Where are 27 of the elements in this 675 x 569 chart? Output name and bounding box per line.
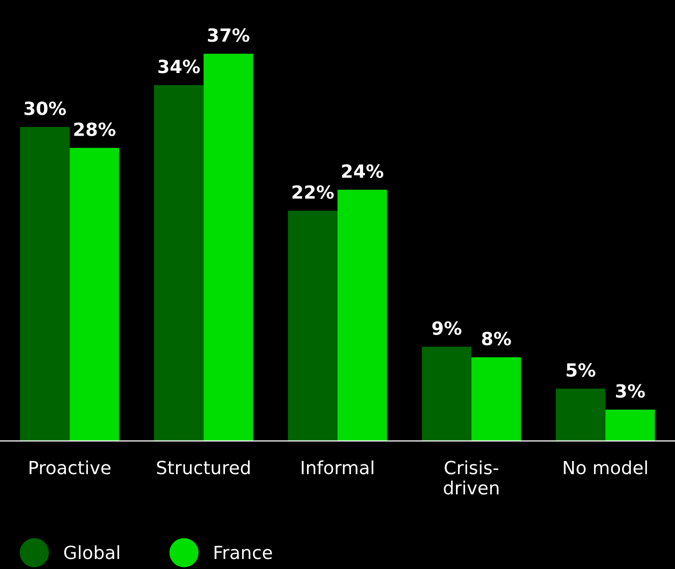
bar	[204, 54, 254, 441]
data-label: 5%	[566, 363, 596, 377]
x-tick-label: Crisis- driven	[444, 460, 498, 495]
x-tick-label: Informal	[302, 460, 374, 474]
data-label: 22%	[292, 185, 334, 199]
data-label: 8%	[482, 332, 511, 346]
bar	[422, 346, 472, 441]
bar	[605, 410, 655, 441]
x-tick-label: Structured	[157, 460, 250, 474]
data-label: 3%	[616, 384, 645, 398]
data-label: 28%	[74, 122, 116, 136]
legend-label: Global	[64, 545, 120, 560]
data-label: 30%	[24, 102, 66, 116]
data-label: 37%	[208, 28, 250, 42]
bar	[471, 357, 521, 441]
bar	[338, 190, 388, 441]
bar	[154, 85, 204, 441]
bar	[70, 148, 120, 441]
bar	[20, 127, 70, 441]
bar	[288, 210, 338, 441]
bar	[556, 388, 606, 441]
x-tick-label: Proactive	[30, 460, 110, 474]
data-label: 34%	[158, 60, 200, 74]
data-label: 9%	[432, 321, 462, 335]
legend-label: France	[214, 546, 272, 560]
x-tick-label: No model	[564, 460, 647, 474]
data-label: 24%	[342, 164, 384, 178]
